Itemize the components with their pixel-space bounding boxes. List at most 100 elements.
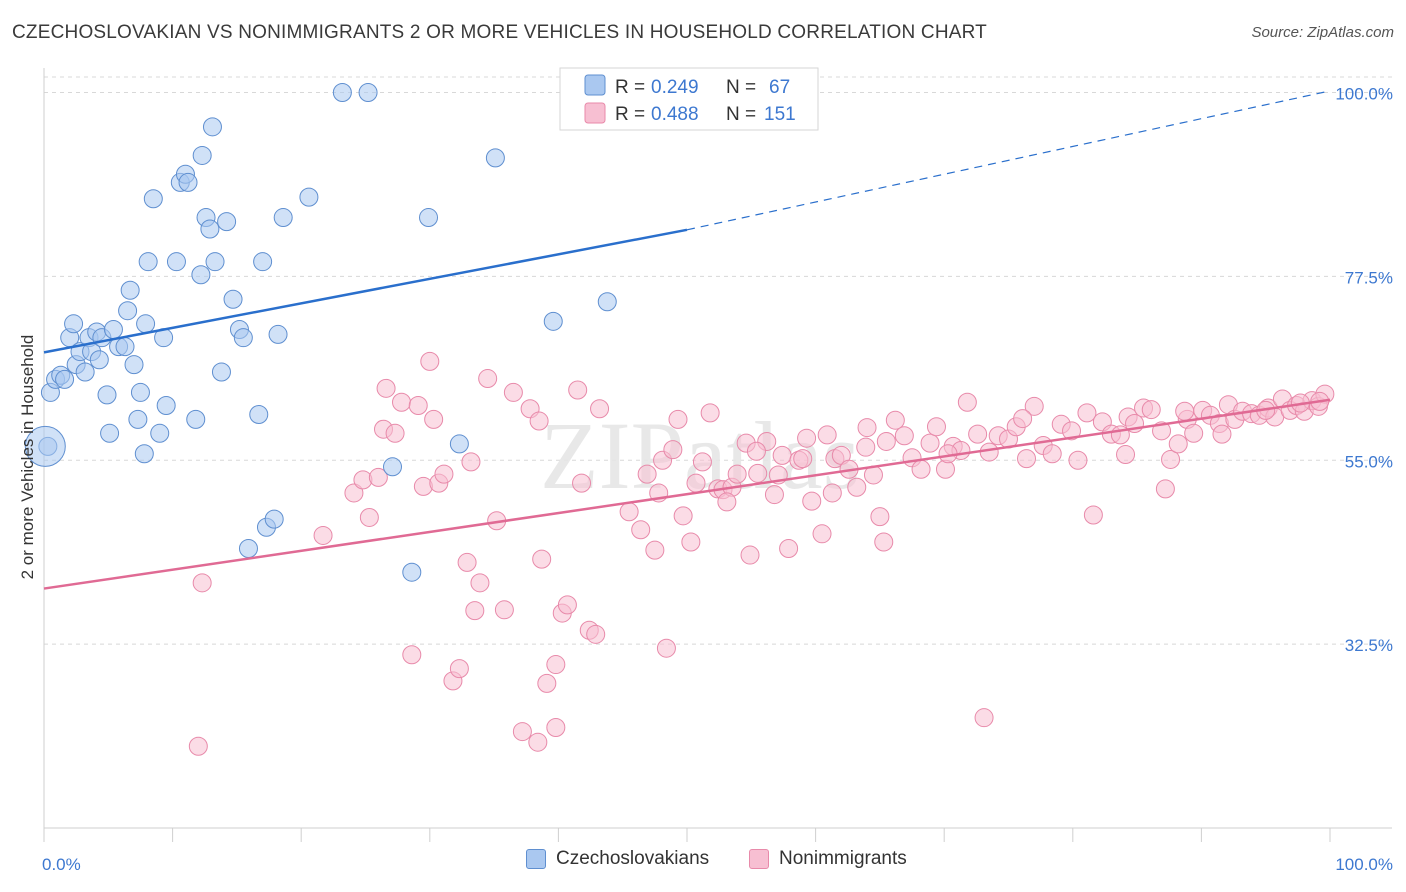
- nonimmigrants-point: [894, 426, 914, 446]
- czechoslovakians-point: [150, 423, 170, 443]
- legend-n-value-1: 67: [769, 77, 790, 98]
- czechoslovakians-point: [103, 320, 123, 340]
- czechoslovakians-point: [75, 362, 95, 382]
- nonimmigrants-point: [546, 717, 566, 737]
- nonimmigrants-point: [1116, 445, 1136, 465]
- legend-swatch-nonimmigrants: [749, 849, 769, 869]
- legend-r-label-2: R =: [615, 104, 645, 125]
- czechoslovakians-points: [24, 83, 697, 582]
- nonimmigrants-point: [557, 595, 577, 615]
- nonimmigrants-point: [822, 483, 842, 503]
- nonimmigrants-point: [957, 392, 977, 412]
- x-tick-label-1: 100.0%: [1335, 855, 1393, 874]
- trend-lines: [43, 90, 1331, 590]
- nonimmigrants-point: [590, 399, 610, 419]
- nonimmigrants-point: [344, 483, 364, 503]
- nonimmigrants-point: [1155, 479, 1175, 499]
- legend-n-label-2: N =: [726, 104, 756, 125]
- czechoslovakians-point: [64, 314, 84, 334]
- nonimmigrants-point: [1141, 400, 1161, 420]
- nonimmigrants-point: [637, 464, 657, 484]
- legend-item-nonimmigrants: Nonimmigrants: [749, 848, 907, 870]
- nonimmigrants-point: [748, 463, 768, 483]
- czechoslovakians-point: [264, 509, 284, 529]
- nonimmigrants-point: [870, 507, 890, 527]
- czechoslovakians-point: [402, 562, 422, 582]
- y-tick-label-0: 32.5%: [1345, 636, 1393, 655]
- nonimmigrants-point: [461, 452, 481, 472]
- nonimmigrants-point: [663, 440, 683, 460]
- nonimmigrants-point: [686, 473, 706, 493]
- czechoslovakians-point: [211, 362, 231, 382]
- nonimmigrants-trend-line: [43, 398, 1331, 590]
- czechoslovakians-trend-line: [43, 228, 688, 354]
- nonimmigrants-point: [793, 449, 813, 469]
- nonimmigrants-point: [1212, 424, 1232, 444]
- czechoslovakians-point: [205, 252, 225, 272]
- czechoslovakians-point: [223, 289, 243, 309]
- nonimmigrants-point: [568, 380, 588, 400]
- legend-n-value-2: 151: [764, 104, 796, 125]
- czechoslovakians-point: [253, 252, 273, 272]
- czechoslovakians-point: [143, 189, 163, 209]
- legend-swatch-czechoslovakians: [526, 849, 546, 869]
- czechoslovakians-point: [191, 265, 211, 285]
- nonimmigrants-point: [1161, 449, 1181, 469]
- nonimmigrants-point: [631, 520, 651, 540]
- czechoslovakians-point: [130, 382, 150, 402]
- nonimmigrants-point: [494, 600, 514, 620]
- legend-r-label-1: R =: [615, 77, 645, 98]
- nonimmigrants-point: [876, 431, 896, 451]
- nonimmigrants-point: [968, 424, 988, 444]
- nonimmigrants-point: [1062, 421, 1082, 441]
- nonimmigrants-point: [586, 624, 606, 644]
- nonimmigrants-point: [512, 722, 532, 742]
- czechoslovakians-point: [217, 212, 237, 232]
- series-legend: Czechoslovakians Nonimmigrants: [0, 848, 1406, 878]
- stats-legend: R = 0.249 N = 67 R = 0.488 N = 151: [559, 67, 819, 131]
- czechoslovakians-point: [543, 311, 563, 331]
- nonimmigrants-point: [856, 437, 876, 457]
- nonimmigrants-point: [478, 369, 498, 389]
- nonimmigrants-point: [847, 477, 867, 497]
- nonimmigrants-point: [546, 655, 566, 675]
- czechoslovakians-point: [332, 83, 352, 103]
- nonimmigrants-point: [1017, 449, 1037, 469]
- nonimmigrants-point: [537, 673, 557, 693]
- nonimmigrants-point: [313, 525, 333, 545]
- czechoslovakians-point: [55, 369, 75, 389]
- czechoslovakians-point: [134, 444, 154, 464]
- czechoslovakians-point: [138, 252, 158, 272]
- legend-r-value-1: 0.249: [651, 77, 699, 98]
- nonimmigrants-point: [1083, 505, 1103, 525]
- nonimmigrants-point: [188, 736, 208, 756]
- czechoslovakians-point: [128, 409, 148, 429]
- nonimmigrants-points: [188, 351, 1335, 756]
- czechoslovakians-point: [156, 396, 176, 416]
- nonimmigrants-point: [528, 732, 548, 752]
- czechoslovakians-point: [118, 301, 138, 321]
- czechoslovakians-point: [178, 172, 198, 192]
- nonimmigrants-point: [911, 459, 931, 479]
- nonimmigrants-point: [779, 539, 799, 559]
- czechoslovakians-point: [186, 409, 206, 429]
- legend-label-czechoslovakians: Czechoslovakians: [556, 848, 710, 869]
- nonimmigrants-point: [727, 464, 747, 484]
- nonimmigrants-point: [368, 467, 388, 487]
- nonimmigrants-point: [402, 645, 422, 665]
- legend-item-czechoslovakians: Czechoslovakians: [526, 848, 709, 870]
- nonimmigrants-point: [717, 492, 737, 512]
- nonimmigrants-point: [885, 410, 905, 430]
- y-axis-label: 2 or more Vehicles in Household: [18, 335, 37, 580]
- czechoslovakians-point: [100, 423, 120, 443]
- nonimmigrants-point: [420, 351, 440, 371]
- nonimmigrants-point: [434, 464, 454, 484]
- nonimmigrants-point: [1175, 401, 1195, 421]
- nonimmigrants-point: [470, 573, 490, 593]
- czechoslovakians-point: [273, 208, 293, 228]
- nonimmigrants-point: [192, 573, 212, 593]
- czechoslovakians-point: [192, 145, 212, 165]
- nonimmigrants-point: [1068, 450, 1088, 470]
- czechoslovakians-point: [202, 117, 222, 137]
